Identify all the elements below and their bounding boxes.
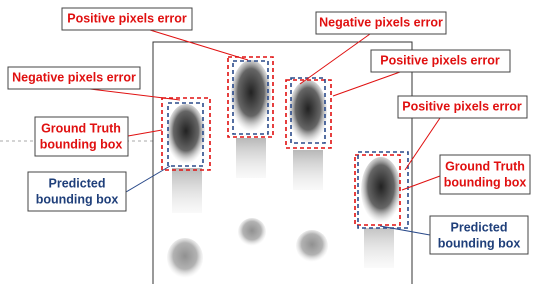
- label: Ground Truth: [41, 121, 121, 135]
- label: Negative pixels error: [319, 15, 443, 29]
- diagram: Positive pixels error Negative pixels er…: [0, 0, 538, 284]
- label: Positive pixels error: [67, 11, 187, 25]
- label: Ground Truth: [445, 159, 525, 173]
- label: bounding box: [36, 192, 119, 206]
- label: bounding box: [438, 236, 521, 250]
- label: Predicted: [451, 220, 508, 234]
- label: Positive pixels error: [380, 53, 500, 67]
- label: Negative pixels error: [12, 70, 136, 84]
- label: bounding box: [40, 137, 123, 151]
- label: Positive pixels error: [402, 99, 522, 113]
- label: Predicted: [49, 176, 106, 190]
- label: bounding box: [444, 175, 527, 189]
